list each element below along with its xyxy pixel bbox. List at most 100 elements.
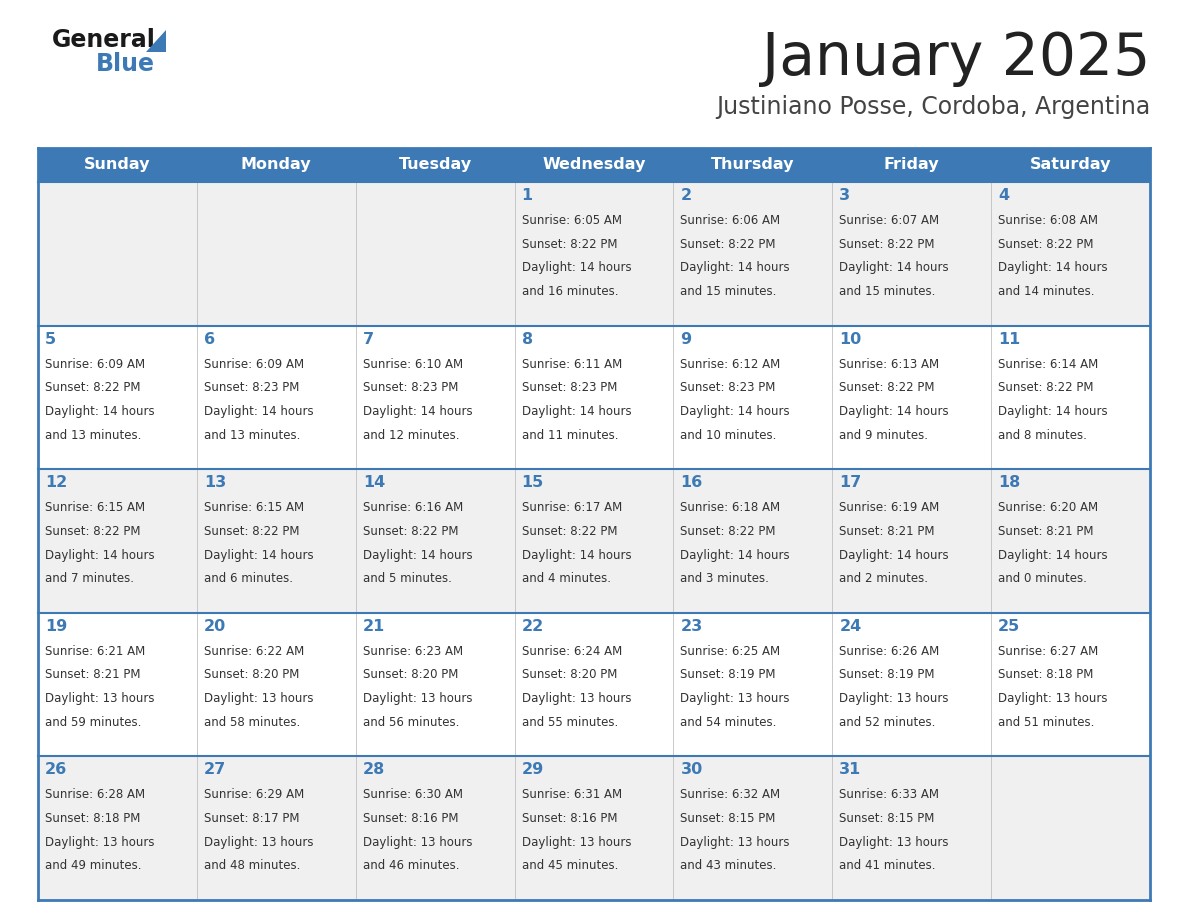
Text: Sunset: 8:22 PM: Sunset: 8:22 PM [839,238,935,251]
Text: Sunset: 8:20 PM: Sunset: 8:20 PM [362,668,459,681]
Text: Sunset: 8:18 PM: Sunset: 8:18 PM [998,668,1093,681]
Text: Sunrise: 6:25 AM: Sunrise: 6:25 AM [681,644,781,658]
Text: Sunrise: 6:26 AM: Sunrise: 6:26 AM [839,644,940,658]
Text: Sunset: 8:16 PM: Sunset: 8:16 PM [362,812,459,825]
Text: Sunrise: 6:09 AM: Sunrise: 6:09 AM [204,358,304,371]
Text: Sunrise: 6:07 AM: Sunrise: 6:07 AM [839,214,940,227]
Text: 11: 11 [998,331,1020,347]
Text: and 43 minutes.: and 43 minutes. [681,859,777,872]
Text: and 3 minutes.: and 3 minutes. [681,572,770,586]
Text: and 52 minutes.: and 52 minutes. [839,716,936,729]
Text: Sunset: 8:23 PM: Sunset: 8:23 PM [522,381,617,395]
Text: Sunset: 8:23 PM: Sunset: 8:23 PM [681,381,776,395]
Text: Daylight: 14 hours: Daylight: 14 hours [204,405,314,418]
Text: Sunset: 8:22 PM: Sunset: 8:22 PM [998,381,1094,395]
Text: 30: 30 [681,763,702,778]
Text: and 12 minutes.: and 12 minutes. [362,429,460,442]
Text: Daylight: 14 hours: Daylight: 14 hours [998,405,1107,418]
Text: Monday: Monday [241,158,311,173]
Text: Daylight: 13 hours: Daylight: 13 hours [522,835,631,849]
Polygon shape [146,30,166,52]
Text: Sunset: 8:23 PM: Sunset: 8:23 PM [204,381,299,395]
Text: Daylight: 13 hours: Daylight: 13 hours [204,835,314,849]
Text: Sunset: 8:22 PM: Sunset: 8:22 PM [681,525,776,538]
Text: Sunrise: 6:21 AM: Sunrise: 6:21 AM [45,644,145,658]
Text: 9: 9 [681,331,691,347]
Text: Daylight: 14 hours: Daylight: 14 hours [998,549,1107,562]
Text: and 54 minutes.: and 54 minutes. [681,716,777,729]
Text: 24: 24 [839,619,861,633]
Text: Daylight: 14 hours: Daylight: 14 hours [839,549,949,562]
Text: 1: 1 [522,188,532,203]
Text: Daylight: 14 hours: Daylight: 14 hours [839,262,949,274]
Text: Daylight: 13 hours: Daylight: 13 hours [45,835,154,849]
Text: Sunset: 8:20 PM: Sunset: 8:20 PM [522,668,617,681]
Bar [38,469,1150,613]
Text: Blue: Blue [96,52,154,76]
Bar [38,148,1150,182]
Text: Sunrise: 6:24 AM: Sunrise: 6:24 AM [522,644,621,658]
Text: Daylight: 14 hours: Daylight: 14 hours [998,262,1107,274]
Text: 27: 27 [204,763,226,778]
Text: Sunrise: 6:13 AM: Sunrise: 6:13 AM [839,358,940,371]
Text: Sunrise: 6:28 AM: Sunrise: 6:28 AM [45,789,145,801]
Text: Sunrise: 6:06 AM: Sunrise: 6:06 AM [681,214,781,227]
Text: Sunset: 8:15 PM: Sunset: 8:15 PM [681,812,776,825]
Text: Daylight: 14 hours: Daylight: 14 hours [522,262,631,274]
Text: Tuesday: Tuesday [399,158,472,173]
Text: 25: 25 [998,619,1020,633]
Text: Sunrise: 6:11 AM: Sunrise: 6:11 AM [522,358,621,371]
Text: Sunset: 8:22 PM: Sunset: 8:22 PM [204,525,299,538]
Text: Daylight: 14 hours: Daylight: 14 hours [522,549,631,562]
Bar [38,326,1150,469]
Text: and 10 minutes.: and 10 minutes. [681,429,777,442]
Text: Sunrise: 6:14 AM: Sunrise: 6:14 AM [998,358,1099,371]
Text: Daylight: 14 hours: Daylight: 14 hours [362,549,473,562]
Text: and 9 minutes.: and 9 minutes. [839,429,928,442]
Text: 2: 2 [681,188,691,203]
Text: Sunset: 8:22 PM: Sunset: 8:22 PM [45,525,140,538]
Text: Sunrise: 6:31 AM: Sunrise: 6:31 AM [522,789,621,801]
Text: Daylight: 13 hours: Daylight: 13 hours [45,692,154,705]
Text: and 46 minutes.: and 46 minutes. [362,859,460,872]
Text: 17: 17 [839,476,861,490]
Text: Sunrise: 6:30 AM: Sunrise: 6:30 AM [362,789,462,801]
Text: Sunset: 8:22 PM: Sunset: 8:22 PM [522,525,617,538]
Bar [38,756,1150,900]
Text: 15: 15 [522,476,544,490]
Text: Daylight: 14 hours: Daylight: 14 hours [681,262,790,274]
Text: Daylight: 13 hours: Daylight: 13 hours [681,692,790,705]
Text: and 15 minutes.: and 15 minutes. [681,285,777,298]
Text: Sunset: 8:22 PM: Sunset: 8:22 PM [362,525,459,538]
Text: and 4 minutes.: and 4 minutes. [522,572,611,586]
Text: Sunset: 8:21 PM: Sunset: 8:21 PM [998,525,1094,538]
Text: Daylight: 13 hours: Daylight: 13 hours [998,692,1107,705]
Text: Sunset: 8:21 PM: Sunset: 8:21 PM [45,668,140,681]
Text: Sunset: 8:17 PM: Sunset: 8:17 PM [204,812,299,825]
Text: 31: 31 [839,763,861,778]
Text: Daylight: 14 hours: Daylight: 14 hours [839,405,949,418]
Text: 21: 21 [362,619,385,633]
Text: and 13 minutes.: and 13 minutes. [204,429,301,442]
Text: 22: 22 [522,619,544,633]
Text: Daylight: 13 hours: Daylight: 13 hours [362,692,472,705]
Text: and 41 minutes.: and 41 minutes. [839,859,936,872]
Text: Sunset: 8:22 PM: Sunset: 8:22 PM [839,381,935,395]
Text: Saturday: Saturday [1030,158,1111,173]
Text: and 2 minutes.: and 2 minutes. [839,572,928,586]
Text: Daylight: 14 hours: Daylight: 14 hours [522,405,631,418]
Text: Daylight: 13 hours: Daylight: 13 hours [839,692,949,705]
Text: Sunrise: 6:12 AM: Sunrise: 6:12 AM [681,358,781,371]
Text: and 55 minutes.: and 55 minutes. [522,716,618,729]
Text: 13: 13 [204,476,226,490]
Text: Wednesday: Wednesday [542,158,646,173]
Text: and 48 minutes.: and 48 minutes. [204,859,301,872]
Bar [38,182,1150,326]
Text: Sunrise: 6:29 AM: Sunrise: 6:29 AM [204,789,304,801]
Text: Sunrise: 6:27 AM: Sunrise: 6:27 AM [998,644,1099,658]
Text: Sunday: Sunday [84,158,151,173]
Text: Daylight: 13 hours: Daylight: 13 hours [362,835,472,849]
Text: and 51 minutes.: and 51 minutes. [998,716,1094,729]
Text: and 7 minutes.: and 7 minutes. [45,572,134,586]
Text: Daylight: 14 hours: Daylight: 14 hours [362,405,473,418]
